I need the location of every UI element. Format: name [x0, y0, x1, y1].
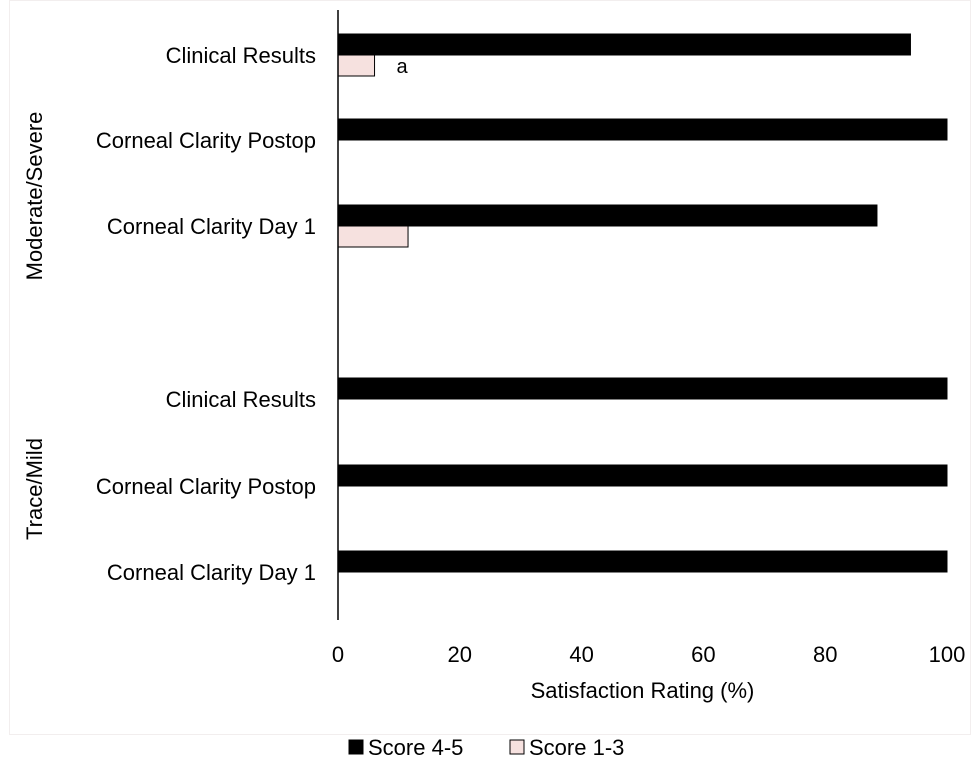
annotations-layer: a — [397, 56, 409, 78]
x-tick-label: 80 — [813, 642, 837, 667]
x-tick-label: 40 — [569, 642, 593, 667]
x-tick-label: 60 — [691, 642, 715, 667]
legend-swatch — [348, 739, 364, 755]
bar-score-4-5 — [337, 33, 911, 56]
bar-score-4-5 — [337, 118, 948, 141]
category-labels: Clinical Results Corneal Clarity Postop Co… — [96, 43, 316, 585]
x-tick-label: 0 — [332, 642, 344, 667]
bar-score-4-5 — [337, 464, 948, 487]
bar-score-4-5 — [337, 550, 948, 573]
x-tick-label: 100 — [929, 642, 966, 667]
bar-score-1-3 — [337, 54, 376, 77]
category-label: Corneal Clarity Day 1 — [107, 214, 316, 239]
group-label: Moderate/Severe — [22, 112, 47, 281]
bar-score-4-5 — [337, 377, 948, 400]
legend-label: Score 4-5 — [368, 735, 463, 760]
category-label: Corneal Clarity Postop — [96, 128, 316, 153]
legend-swatch — [509, 739, 525, 755]
group-label: Trace/Mild — [22, 438, 47, 540]
group-labels: Moderate/Severe Trace/Mild — [22, 112, 47, 540]
bar-score-4-5 — [337, 204, 878, 227]
category-label: Clinical Results — [166, 43, 316, 68]
category-label: Corneal Clarity Day 1 — [107, 560, 316, 585]
category-label: Corneal Clarity Postop — [96, 474, 316, 499]
x-axis-label: Satisfaction Rating (%) — [531, 678, 755, 703]
bar-score-1-3 — [337, 225, 409, 248]
legend: Score 4-5 Score 1-3 — [348, 735, 624, 760]
x-tick-labels: 0 20 40 60 80 100 — [332, 642, 965, 667]
category-label: Clinical Results — [166, 387, 316, 412]
x-tick-label: 20 — [448, 642, 472, 667]
bar-annotation: a — [397, 56, 409, 78]
bars-layer — [337, 33, 948, 573]
legend-label: Score 1-3 — [529, 735, 624, 760]
